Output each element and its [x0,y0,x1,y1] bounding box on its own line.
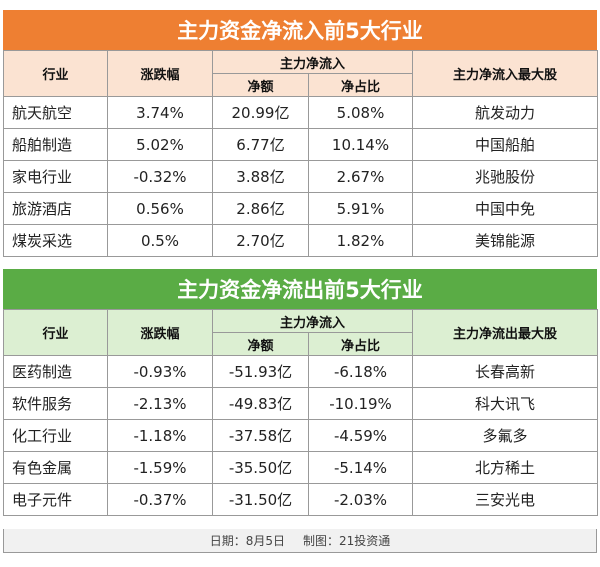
net-amount-cell: 3.88亿 [212,160,309,193]
industry-cell: 家电行业 [3,160,108,193]
net-ratio-cell: 1.82% [307,224,414,257]
main-flow-header: 主力净流入 [211,50,414,74]
net-amount-cell: -35.50亿 [212,451,309,484]
table-row: 家电行业 -0.32% 3.88亿 2.67% 兆驰股份 [3,160,599,193]
industry-cell: 有色金属 [3,451,108,484]
change-header: 涨跌幅 [107,50,213,97]
net-ratio-cell: -10.19% [307,387,414,420]
top-stock-cell: 长春高新 [412,355,599,388]
top-stock-cell: 中国中免 [412,192,599,225]
change-cell: -2.13% [107,387,213,420]
table-row: 软件服务 -2.13% -49.83亿 -10.19% 科大讯飞 [3,387,599,420]
footer-date: 日期：8月5日 [209,534,285,548]
change-cell: 3.74% [107,96,213,129]
change-cell: -0.37% [107,483,213,516]
net-ratio-cell: 5.08% [307,96,414,129]
change-cell: -0.93% [107,355,213,388]
subheader-row: 净额 净占比 [4,332,598,356]
net-amount-header: 净额 [212,332,309,356]
change-cell: 5.02% [107,128,213,161]
table-row: 化工行业 -1.18% -37.58亿 -4.59% 多氟多 [3,419,599,452]
net-ratio-cell: 10.14% [307,128,414,161]
change-header: 涨跌幅 [107,309,213,356]
industry-cell: 煤炭采选 [3,224,108,257]
net-ratio-cell: -5.14% [307,451,414,484]
header-row: 行业 涨跌幅 主力净流入 主力净流入最大股 [3,50,599,97]
top-stock-header: 主力净流入最大股 [412,50,599,97]
net-amount-cell: -51.93亿 [212,355,309,388]
table-row: 煤炭采选 0.5% 2.70亿 1.82% 美锦能源 [3,224,599,257]
industry-cell: 航天航空 [3,96,108,129]
industry-cell: 电子元件 [3,483,108,516]
top-stock-header: 主力净流出最大股 [412,309,599,356]
footer-credit: 制图：21投资通 [303,534,391,548]
inflow-title: 主力资金净流入前5大行业 [3,10,597,50]
top-stock-cell: 航发动力 [412,96,599,129]
main-flow-header: 主力净流入 [211,309,414,333]
industry-cell: 旅游酒店 [3,192,108,225]
net-ratio-header: 净占比 [307,73,414,97]
industry-header: 行业 [3,50,108,97]
table-row: 航天航空 3.74% 20.99亿 5.08% 航发动力 [3,96,599,129]
industry-cell: 船舶制造 [3,128,108,161]
top-stock-cell: 中国船舶 [412,128,599,161]
industry-header: 行业 [3,309,108,356]
industry-cell: 医药制造 [3,355,108,388]
net-amount-header: 净额 [212,73,309,97]
net-ratio-cell: 5.91% [307,192,414,225]
net-amount-cell: 2.70亿 [212,224,309,257]
net-amount-cell: -37.58亿 [212,419,309,452]
net-ratio-cell: 2.67% [307,160,414,193]
net-ratio-cell: -4.59% [307,419,414,452]
top-stock-cell: 三安光电 [412,483,599,516]
table-row: 电子元件 -0.37% -31.50亿 -2.03% 三安光电 [3,483,599,516]
net-ratio-header: 净占比 [307,332,414,356]
outflow-table: 行业 涨跌幅 主力净流入 主力净流出最大股 净额 净占比 医药制造 -0.93%… [3,309,599,516]
net-ratio-cell: -2.03% [307,483,414,516]
table-row: 船舶制造 5.02% 6.77亿 10.14% 中国船舶 [3,128,599,161]
top-stock-cell: 科大讯飞 [412,387,599,420]
change-cell: -0.32% [107,160,213,193]
net-amount-cell: -49.83亿 [212,387,309,420]
change-cell: -1.59% [107,451,213,484]
industry-cell: 软件服务 [3,387,108,420]
net-amount-cell: 20.99亿 [212,96,309,129]
net-ratio-cell: -6.18% [307,355,414,388]
change-cell: 0.5% [107,224,213,257]
top-stock-cell: 北方稀土 [412,451,599,484]
inflow-table: 行业 涨跌幅 主力净流入 主力净流入最大股 净额 净占比 航天航空 3.74% … [3,50,599,257]
industry-cell: 化工行业 [3,419,108,452]
top-stock-cell: 多氟多 [412,419,599,452]
table-row: 医药制造 -0.93% -51.93亿 -6.18% 长春高新 [3,355,599,388]
change-cell: -1.18% [107,419,213,452]
change-cell: 0.56% [107,192,213,225]
net-amount-cell: 2.86亿 [212,192,309,225]
top-stock-cell: 美锦能源 [412,224,599,257]
table-row: 有色金属 -1.59% -35.50亿 -5.14% 北方稀土 [3,451,599,484]
header-row: 行业 涨跌幅 主力净流入 主力净流出最大股 [3,309,599,356]
table-row: 旅游酒店 0.56% 2.86亿 5.91% 中国中免 [3,192,599,225]
net-amount-cell: 6.77亿 [212,128,309,161]
net-amount-cell: -31.50亿 [212,483,309,516]
outflow-title: 主力资金净流出前5大行业 [3,269,597,309]
top-stock-cell: 兆驰股份 [412,160,599,193]
footer-note: 日期：8月5日 制图：21投资通 [3,529,597,553]
